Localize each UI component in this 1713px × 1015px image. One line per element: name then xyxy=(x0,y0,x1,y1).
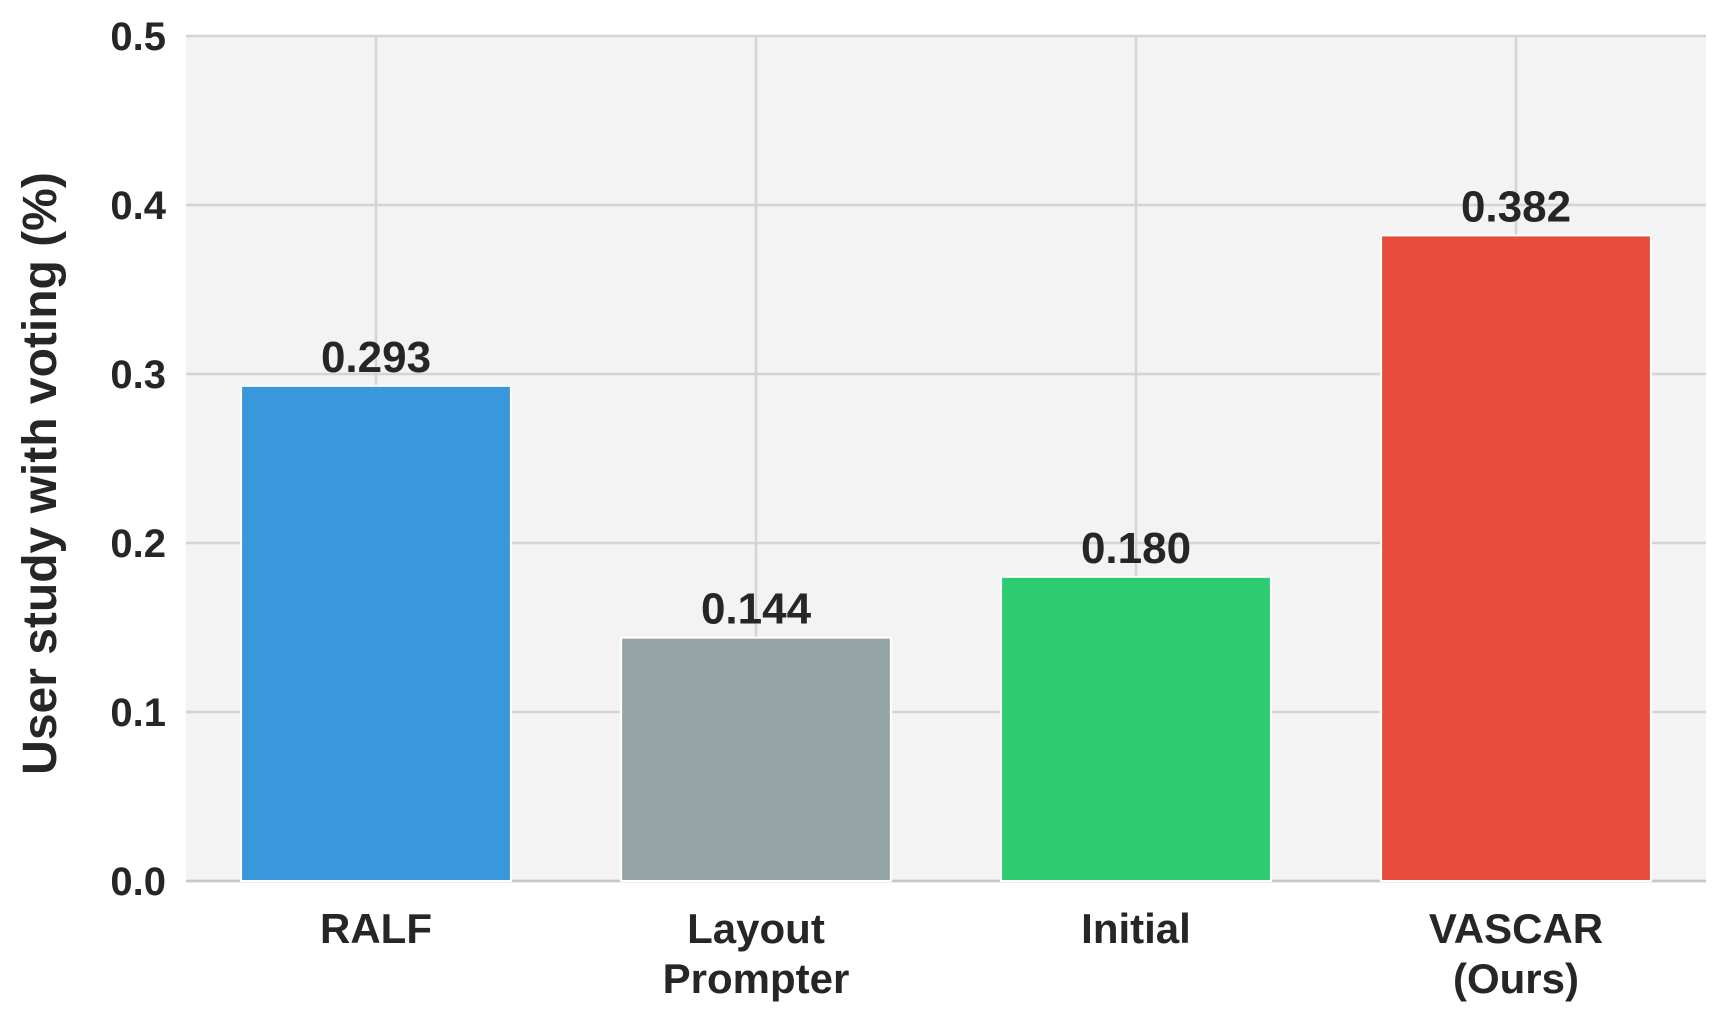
y-axis-ticks: 0.0 0.1 0.2 0.3 0.4 0.5 xyxy=(110,15,166,904)
bar-value-label: 0.293 xyxy=(321,333,431,382)
y-tick-label: 0.2 xyxy=(110,522,166,566)
bar-value-label: 0.382 xyxy=(1461,182,1571,231)
y-tick-label: 0.3 xyxy=(110,353,166,397)
y-tick-label: 0.0 xyxy=(110,860,166,904)
x-tick-label: Initial xyxy=(1081,905,1191,952)
bar xyxy=(1380,234,1652,883)
x-axis-ticks: RALF Layout Prompter Initial VASCAR (Ours) xyxy=(320,905,1603,1002)
bar xyxy=(620,636,892,883)
bar-value-label: 0.180 xyxy=(1081,524,1191,573)
bar xyxy=(240,384,512,882)
y-tick-label: 0.5 xyxy=(110,15,166,59)
y-tick-label: 0.4 xyxy=(110,184,166,228)
x-tick-label: RALF xyxy=(320,905,432,952)
bar xyxy=(1000,575,1272,882)
y-axis-title: User study with voting (%) xyxy=(14,172,67,775)
bar-value-label: 0.144 xyxy=(701,585,812,634)
x-tick-label: Layout Prompter xyxy=(663,905,850,1002)
y-tick-label: 0.1 xyxy=(110,691,166,735)
bars xyxy=(240,234,1652,883)
x-tick-label: VASCAR (Ours) xyxy=(1429,905,1603,1002)
value-labels: 0.293 0.144 0.180 0.382 xyxy=(321,182,1571,633)
